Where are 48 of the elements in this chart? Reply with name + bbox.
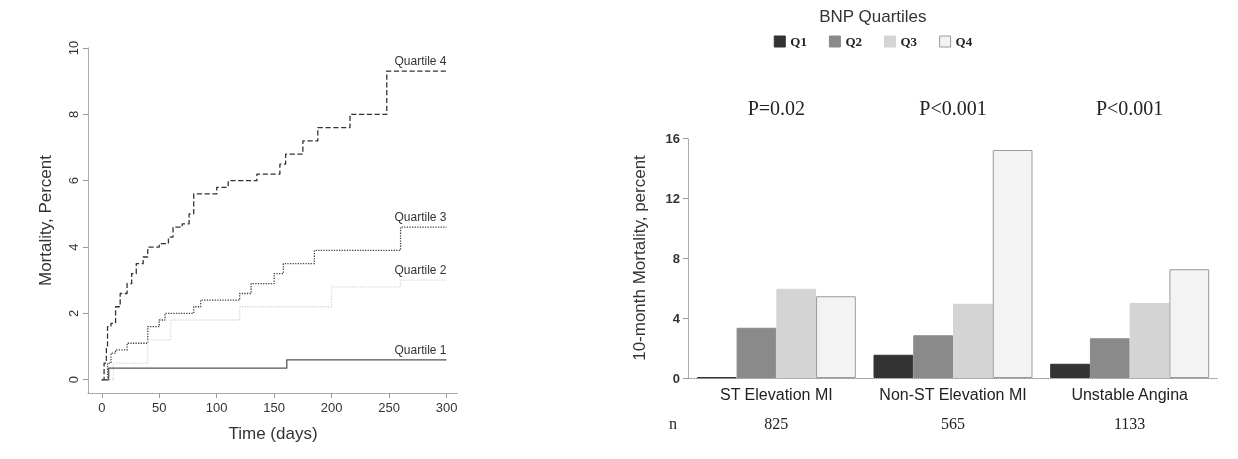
x-tick-label: 250	[378, 400, 400, 415]
bar	[776, 288, 817, 378]
x-tick-label: 100	[205, 400, 228, 415]
bar	[1129, 303, 1170, 378]
text: P=0.02	[747, 97, 806, 119]
legend-label: Q1	[790, 34, 807, 49]
series-label: Quartile 2	[394, 263, 447, 278]
series-label: Quartile 4	[394, 54, 447, 69]
x-axis-title: Time (days)	[228, 424, 318, 443]
bar	[913, 335, 953, 378]
y-tick-label: 8	[672, 250, 680, 266]
text: P<0.001	[919, 97, 987, 119]
bar	[953, 303, 993, 378]
text: P<0.001	[1095, 97, 1164, 119]
x-tick-label: Non-ST Elevation MI	[879, 385, 1027, 403]
y-tick-label: 12	[665, 190, 680, 206]
legend-label: Q2	[845, 34, 863, 49]
bar	[1089, 338, 1130, 378]
x-tick-label: 150	[263, 400, 285, 415]
series-label: Quartile 3	[394, 210, 447, 225]
y-tick-label: 4	[66, 243, 81, 251]
legend-label: Q4	[955, 34, 973, 49]
x-tick-label: ST Elevation MI	[720, 385, 833, 403]
series-label: Quartile 1	[394, 342, 447, 357]
text: 1133	[1113, 414, 1146, 432]
text: 565	[941, 414, 965, 432]
y-tick-label: 8	[66, 110, 81, 118]
legend-title: BNP Quartiles	[819, 7, 927, 26]
x-tick-label: Unstable Angina	[1071, 385, 1189, 403]
y-tick-label: 0	[672, 370, 680, 386]
y-tick-label: 0	[66, 376, 81, 384]
bar	[1050, 363, 1090, 378]
y-axis-title: Mortality, Percent	[36, 154, 55, 287]
y-tick-label: 6	[66, 177, 81, 185]
legend-label: Q3	[900, 34, 918, 49]
bar	[873, 354, 914, 378]
x-tick-label: 0	[98, 400, 106, 415]
text: 825	[764, 414, 789, 432]
y-axis-title: 10-month Mortality, percent	[630, 154, 649, 361]
y-tick-label: 2	[66, 309, 81, 317]
bar	[736, 327, 777, 378]
x-tick-label: 200	[320, 400, 343, 415]
x-tick-label: 300	[435, 400, 458, 415]
text: n	[669, 414, 677, 432]
x-tick-label: 50	[152, 400, 167, 415]
y-tick-label: 16	[665, 130, 680, 146]
y-tick-label: 10	[66, 40, 81, 56]
y-tick-label: 4	[672, 310, 681, 326]
